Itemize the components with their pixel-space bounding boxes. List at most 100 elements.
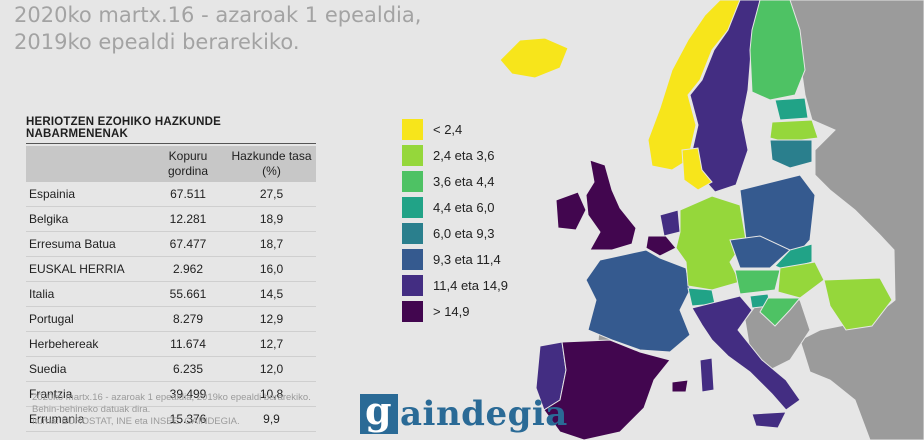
row-country: Portugal — [29, 312, 74, 326]
gaindegia-logo: g aindegia — [360, 388, 567, 440]
row-rate: 12,7 — [259, 337, 284, 351]
row-count: 39.499 — [169, 387, 207, 401]
map-region-italy-sardinia — [699, 357, 715, 393]
row-rate: 12,0 — [259, 362, 284, 376]
table-row: Errumania 15.376 9,9 — [26, 407, 316, 432]
header-count-line1: Kopuru — [168, 149, 208, 163]
map-region-france — [585, 249, 691, 353]
row-count: 67.511 — [170, 187, 206, 201]
row-country: Belgika — [29, 212, 69, 226]
row-rate: 10,8 — [259, 387, 284, 401]
legend-label: < 2,4 — [433, 121, 463, 137]
row-country: Espainia — [29, 187, 76, 201]
map-region-iceland — [499, 37, 569, 79]
row-country: Erresuma Batua — [29, 237, 116, 251]
header-count: Kopuru gordina — [149, 146, 227, 182]
map-region-denmark — [681, 147, 713, 191]
map-region-ireland — [555, 191, 587, 231]
table-row: Suedia 6.235 12,0 — [26, 357, 316, 382]
map-region-hungary — [777, 261, 825, 299]
row-rate: 12,9 — [259, 312, 284, 326]
legend-swatch — [402, 196, 423, 218]
map-region-austria — [734, 269, 781, 295]
legend-item: 3,6 eta 4,4 — [402, 168, 508, 194]
row-rate: 16,0 — [259, 262, 284, 276]
row-rate: 9,9 — [263, 412, 280, 426]
source-footer: 2020ko martx.16 - azaroak 1 epealdia, 20… — [32, 392, 392, 428]
map-region-croatia — [759, 297, 802, 327]
row-country: Italia — [29, 287, 55, 301]
table-header: Kopuru gordina Hazkunde tasa (%) — [26, 146, 316, 182]
row-rate: 18,7 — [259, 237, 284, 251]
logo-g-letter: g — [365, 388, 392, 433]
map-region-germany — [675, 195, 747, 291]
mortality-table: HERIOTZEN EZOHIKO HAZKUNDE NABARMENENAK … — [26, 116, 316, 432]
map-region-romania — [823, 277, 893, 331]
header-country — [26, 146, 149, 182]
row-country: Suedia — [29, 362, 67, 376]
row-country: Frantzia — [29, 387, 73, 401]
row-count: 12.281 — [169, 212, 207, 226]
map-region-netherlands — [659, 209, 681, 237]
header-rate-line1: Hazkunde tasa — [231, 149, 312, 163]
map-region-finland — [749, 0, 806, 101]
header-count-line2: gordina — [167, 164, 209, 178]
legend-swatch — [402, 144, 423, 166]
legend-swatch — [402, 248, 423, 270]
map-region-belgium — [645, 235, 677, 257]
header-rate-line2: (%) — [262, 164, 281, 178]
table-row: Erresuma Batua 67.477 18,7 — [26, 232, 316, 257]
legend-item: > 14,9 — [402, 298, 508, 324]
row-country: Herbehereak — [29, 337, 99, 351]
legend-swatch — [402, 118, 423, 140]
row-count: 55.661 — [169, 287, 207, 301]
footer-note-source: Iturria: EUROSTAT, INE eta INSEE. GAINDE… — [32, 416, 240, 427]
map-title-line1: 2020ko martx.16 - azaroak 1 epealdia, — [14, 3, 422, 27]
map-region-lithuania — [769, 139, 813, 169]
legend-swatch — [402, 274, 423, 296]
legend-item: 2,4 eta 3,6 — [402, 142, 508, 168]
legend-item: 4,4 eta 6,0 — [402, 194, 508, 220]
row-count: 6.235 — [172, 362, 204, 376]
footer-note-period: 2020ko martx.16 - azaroak 1 epealdia, 20… — [32, 392, 311, 403]
legend-label: 2,4 eta 3,6 — [433, 147, 495, 163]
legend-swatch — [402, 300, 423, 322]
table-row: Portugal 8.279 12,9 — [26, 307, 316, 332]
header-rate: Hazkunde tasa (%) — [227, 146, 316, 182]
legend-label: > 14,9 — [433, 303, 470, 319]
map-region-spain — [543, 339, 671, 440]
legend-swatch — [402, 222, 423, 244]
table-row: Frantzia 39.499 10,8 — [26, 382, 316, 407]
table-row: Espainia 67.511 27,5 — [26, 182, 316, 207]
row-count: 15.376 — [169, 412, 207, 426]
table-row: Italia 55.661 14,5 — [26, 282, 316, 307]
map-region-estonia — [774, 97, 809, 121]
row-count: 8.279 — [172, 312, 204, 326]
legend-label: 11,4 eta 14,9 — [433, 277, 508, 293]
map-region-latvia — [769, 119, 819, 143]
row-country: EUSKAL HERRIA — [29, 262, 125, 276]
legend-item: 6,0 eta 9,3 — [402, 220, 508, 246]
legend-label: 9,3 eta 11,4 — [433, 251, 501, 267]
table-row: Belgika 12.281 18,9 — [26, 207, 316, 232]
map-region-uk — [585, 159, 637, 251]
logo-g-mark: g — [360, 388, 398, 434]
footer-note-provisional: Behin-behineko datuak dira. — [32, 404, 151, 415]
legend-swatch — [402, 170, 423, 192]
logo-wordmark: aindegia — [400, 394, 568, 434]
table-row: Herbehereak 11.674 12,7 — [26, 332, 316, 357]
row-count: 2.962 — [172, 262, 204, 276]
legend-label: 3,6 eta 4,4 — [433, 173, 495, 189]
map-region-italy — [691, 295, 801, 411]
map-region-italy-sicily — [751, 411, 787, 429]
map-region-spain-baleares — [671, 379, 689, 393]
row-rate: 14,5 — [259, 287, 284, 301]
legend-item: < 2,4 — [402, 116, 508, 142]
map-legend: < 2,4 2,4 eta 3,6 3,6 eta 4,4 4,4 eta 6,… — [402, 116, 508, 324]
map-title-line2: 2019ko epealdi berarekiko. — [14, 30, 300, 54]
row-country: Errumania — [29, 412, 85, 426]
legend-item: 9,3 eta 11,4 — [402, 246, 508, 272]
legend-label: 6,0 eta 9,3 — [433, 225, 495, 241]
table-row: EUSKAL HERRIA 2.962 16,0 — [26, 257, 316, 282]
